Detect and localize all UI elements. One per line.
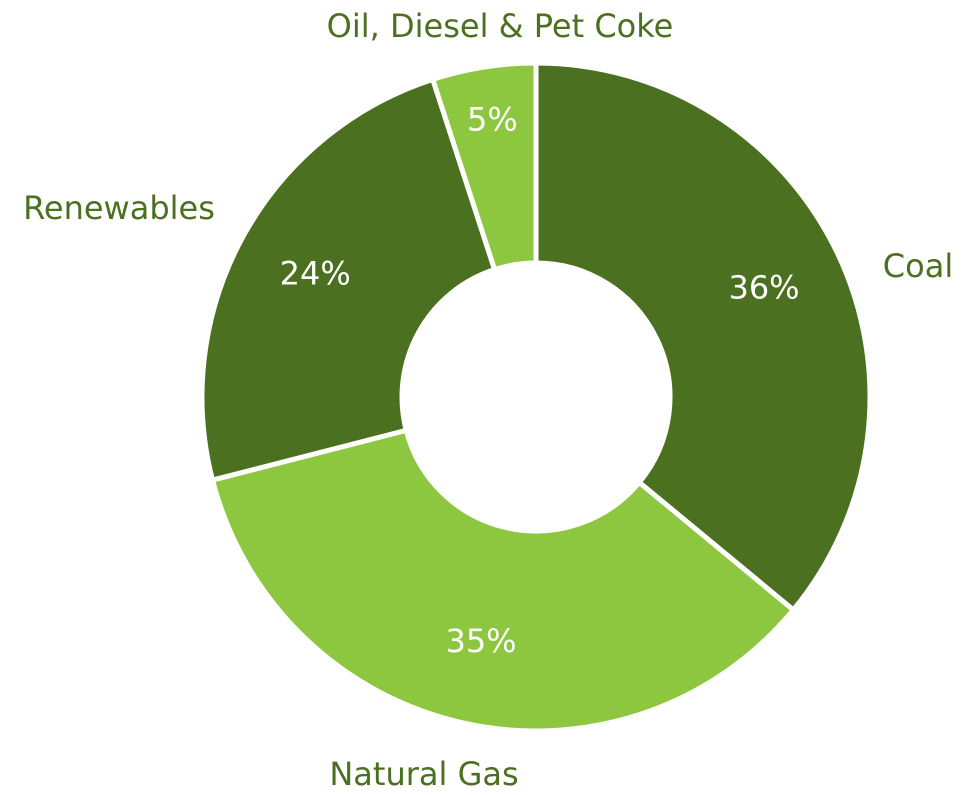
slices-layer [199,60,873,734]
category-label-natural-gas: Natural Gas [329,755,518,791]
slice-oil-diesel-pet-coke [429,60,539,273]
slice-value-label-oil-diesel-pet-coke: 5% [467,100,518,138]
category-label-renewables: Renewables [23,189,215,227]
category-labels-layer: Coal Natural Gas Renewables Oil, Diesel … [23,7,953,793]
category-label-oil-diesel-pet-coke: Oil, Diesel & Pet Coke [327,7,674,45]
slice-renewables [199,76,498,484]
percent-labels-layer: 36% 35% 24% 5% [280,100,800,659]
category-label-coal: Coal [883,247,953,285]
slice-coal [533,60,873,614]
slice-value-label-coal: 36% [728,269,799,307]
slice-value-label-renewables: 24% [280,255,351,293]
slice-value-label-natural-gas: 35% [445,622,516,660]
slice-natural-gas [209,427,797,734]
